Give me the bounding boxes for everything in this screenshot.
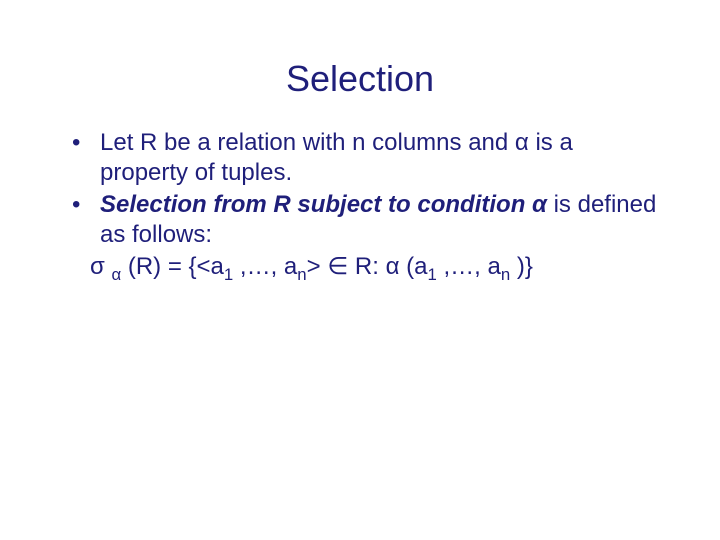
bullet-item: • Selection from R subject to condition …: [72, 190, 660, 250]
subscript-n: n: [297, 265, 306, 284]
slide: Selection • Let R be a relation with n c…: [0, 0, 720, 540]
slide-title: Selection: [0, 0, 720, 128]
subscript-1: 1: [427, 265, 436, 284]
alpha-symbol: α: [515, 129, 529, 156]
alpha-symbol: α: [386, 253, 400, 280]
alpha-subscript: α: [111, 265, 121, 284]
text-run: >: [307, 253, 328, 280]
element-of-symbol: ∈: [327, 253, 348, 280]
subscript-1: 1: [224, 265, 233, 284]
subscript-n: n: [501, 265, 510, 284]
bullet-text: Let R be a relation with n columns and α…: [100, 128, 660, 188]
bullet-marker: •: [72, 128, 100, 158]
slide-content: • Let R be a relation with n columns and…: [0, 128, 720, 282]
bullet-text: Selection from R subject to condition α …: [100, 190, 660, 250]
formula-line: σ α (R) = {<a1 ,…, an> ∈ R: α (a1 ,…, an…: [72, 252, 660, 282]
text-run: Let R be a relation with n columns and: [100, 129, 515, 156]
bullet-marker: •: [72, 190, 100, 220]
sigma-symbol: σ: [90, 253, 111, 280]
bullet-item: • Let R be a relation with n columns and…: [72, 128, 660, 188]
text-run: (R) = {<a: [121, 253, 224, 280]
text-run: R:: [348, 253, 385, 280]
alpha-symbol: α: [532, 191, 547, 218]
text-run-bold: Selection from R subject to condition: [100, 191, 532, 218]
text-run: ,…, a: [437, 253, 501, 280]
text-run: )}: [510, 253, 533, 280]
text-run: ,…, a: [233, 253, 297, 280]
text-run: (a: [399, 253, 427, 280]
